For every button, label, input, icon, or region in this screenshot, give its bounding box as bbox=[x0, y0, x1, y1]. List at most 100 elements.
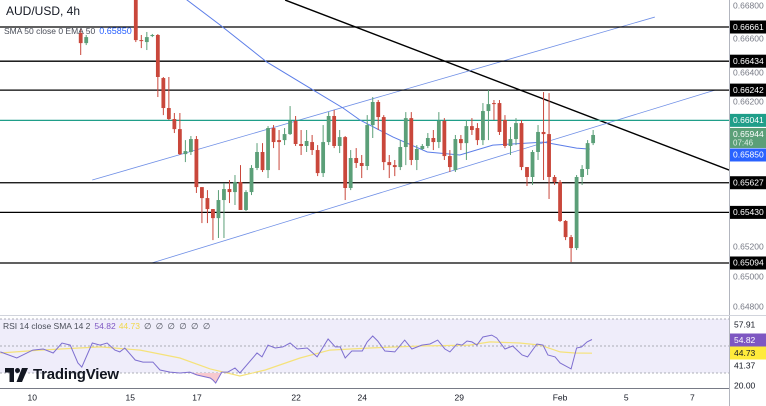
candle bbox=[453, 134, 458, 173]
candle-body bbox=[585, 143, 590, 170]
candle-body bbox=[166, 108, 171, 120]
candle-body bbox=[492, 103, 496, 105]
candle-body bbox=[348, 158, 353, 188]
candle bbox=[144, 31, 149, 51]
level-price-label: 0.66661 bbox=[733, 22, 764, 32]
candle-body bbox=[194, 139, 199, 188]
time-tick-label: 15 bbox=[126, 392, 136, 402]
candle-body bbox=[470, 126, 474, 131]
candle-body bbox=[447, 156, 452, 168]
candle-body bbox=[200, 187, 204, 199]
candle bbox=[161, 76, 166, 116]
price-tick-label: 0.66200 bbox=[733, 96, 764, 106]
candle bbox=[398, 140, 403, 171]
candle bbox=[359, 155, 364, 179]
candle bbox=[458, 134, 463, 151]
candle bbox=[211, 209, 215, 241]
symbol-title[interactable]: AUD/USD, 4h bbox=[6, 4, 81, 18]
candle bbox=[447, 150, 452, 173]
ma-legend[interactable]: SMA 50 close 0 EMA 50 0.65850 bbox=[4, 26, 132, 36]
rsi-pane bbox=[0, 318, 729, 384]
trendline-resistance[interactable] bbox=[284, 0, 729, 171]
level-price-badge bbox=[730, 20, 766, 34]
candle-body bbox=[475, 128, 480, 141]
candle-body bbox=[172, 119, 177, 130]
candle-body bbox=[431, 137, 436, 143]
candle bbox=[293, 116, 298, 146]
candle-body bbox=[293, 120, 298, 145]
candle bbox=[266, 126, 270, 179]
candle-body bbox=[376, 101, 381, 118]
candle bbox=[585, 140, 590, 176]
rsi-legend-value: 54.82 bbox=[94, 321, 116, 331]
candle bbox=[403, 112, 408, 166]
candle-body bbox=[255, 151, 259, 168]
price-tick-label: 0.65200 bbox=[733, 241, 764, 251]
candle-body bbox=[486, 104, 491, 112]
candle-body bbox=[525, 167, 529, 177]
level-price-badge bbox=[730, 54, 766, 68]
candle-body bbox=[464, 126, 469, 144]
level-price-badge bbox=[730, 83, 766, 97]
tradingview-logo[interactable]: TradingView bbox=[5, 366, 119, 383]
candle bbox=[326, 112, 331, 146]
candle-body bbox=[150, 34, 155, 37]
candle bbox=[177, 112, 182, 156]
rsi-legend[interactable]: RSI 14 close SMA 14 2 54.82 44.73 ∅ ∅ ∅ ∅ ∅… bbox=[3, 321, 211, 332]
time-tick-label: 7 bbox=[690, 392, 695, 402]
candle bbox=[249, 165, 254, 196]
candle-body bbox=[84, 37, 89, 44]
candle bbox=[260, 143, 265, 173]
candle bbox=[541, 92, 546, 181]
candle bbox=[508, 126, 513, 156]
candle bbox=[348, 150, 353, 191]
candle bbox=[189, 136, 193, 156]
candle-body bbox=[403, 118, 408, 148]
candle bbox=[425, 133, 430, 149]
time-tick-label: 10 bbox=[27, 392, 37, 402]
level-price-badge bbox=[730, 176, 766, 190]
candle-body bbox=[260, 151, 265, 171]
candle bbox=[222, 183, 226, 238]
candle bbox=[216, 190, 221, 238]
candle-body bbox=[244, 192, 248, 210]
current-price-badge bbox=[730, 127, 766, 148]
candle-body bbox=[481, 111, 485, 141]
candle bbox=[558, 180, 562, 223]
candle-body bbox=[310, 142, 315, 151]
candle bbox=[299, 130, 303, 156]
candle-body bbox=[453, 139, 458, 171]
price-tick-label: 0.66600 bbox=[733, 33, 764, 43]
candle bbox=[552, 175, 557, 185]
rsi-sma-label: 44.73 bbox=[734, 348, 756, 358]
candle bbox=[492, 100, 496, 121]
candle bbox=[481, 103, 485, 146]
candle-body bbox=[238, 181, 243, 210]
candle-body bbox=[144, 37, 149, 43]
candle-body bbox=[420, 145, 425, 149]
candle bbox=[310, 134, 315, 156]
candle bbox=[343, 136, 348, 201]
candle-body bbox=[547, 134, 551, 177]
candle bbox=[150, 33, 155, 38]
level-price-label: 0.66242 bbox=[733, 85, 764, 95]
level-price-label: 0.65094 bbox=[733, 258, 764, 268]
candle bbox=[470, 118, 474, 135]
candle bbox=[370, 97, 375, 138]
rsi-legend-sma-value: 44.73 bbox=[118, 321, 140, 331]
price-tick-label: 0.65000 bbox=[733, 271, 764, 281]
candle bbox=[464, 120, 469, 160]
candle bbox=[205, 190, 210, 224]
candle bbox=[442, 118, 447, 160]
candle-body bbox=[580, 169, 585, 177]
candle bbox=[315, 145, 320, 177]
trendline-channel-lower[interactable] bbox=[151, 89, 716, 264]
candle-body bbox=[442, 120, 447, 157]
trendline-channel-upper[interactable] bbox=[92, 16, 655, 181]
candle bbox=[183, 140, 188, 163]
candle bbox=[436, 112, 441, 149]
candle bbox=[304, 130, 309, 152]
candle-body bbox=[425, 137, 430, 146]
candle-body bbox=[205, 198, 210, 210]
